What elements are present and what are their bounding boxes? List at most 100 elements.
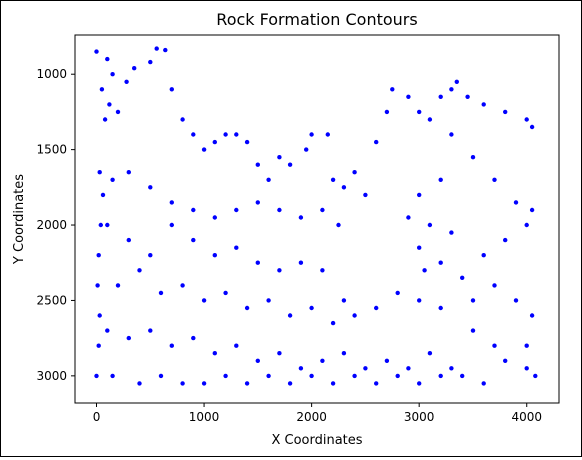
data-point xyxy=(266,373,271,379)
data-point xyxy=(427,351,433,356)
data-point xyxy=(417,381,422,386)
data-point xyxy=(223,290,228,296)
data-point xyxy=(148,185,153,190)
data-point xyxy=(137,381,142,386)
data-point xyxy=(417,192,422,198)
data-point xyxy=(244,139,250,145)
data-point xyxy=(395,290,400,296)
data-point xyxy=(330,177,336,182)
data-point xyxy=(438,373,443,379)
data-point xyxy=(212,215,217,220)
x-tick-label: 2000 xyxy=(296,410,327,424)
data-point xyxy=(330,381,336,386)
data-point xyxy=(277,268,282,273)
data-point xyxy=(100,192,106,198)
data-point xyxy=(191,335,196,341)
data-point xyxy=(180,117,185,122)
data-point xyxy=(97,313,102,318)
data-point xyxy=(105,56,110,62)
data-point xyxy=(212,351,217,356)
y-tick-label: 3000 xyxy=(36,369,67,383)
data-point xyxy=(287,313,293,318)
data-point xyxy=(180,381,185,386)
data-point xyxy=(99,87,105,92)
data-point xyxy=(470,298,476,303)
data-point xyxy=(524,222,529,228)
data-point xyxy=(454,79,459,85)
data-point xyxy=(330,320,336,326)
y-tick-label: 1000 xyxy=(36,67,67,81)
data-point xyxy=(201,147,207,152)
data-point xyxy=(126,170,131,175)
data-point xyxy=(492,177,497,182)
data-point xyxy=(320,207,325,213)
data-point xyxy=(374,381,379,386)
data-point xyxy=(96,253,101,258)
x-tick-label: 1000 xyxy=(189,410,220,424)
data-point xyxy=(98,222,104,228)
data-point xyxy=(212,253,217,258)
data-point xyxy=(191,132,196,137)
data-point xyxy=(417,298,422,303)
data-point xyxy=(234,207,239,213)
data-point xyxy=(417,109,422,115)
data-point xyxy=(223,132,228,137)
y-tick-label: 1500 xyxy=(36,143,67,157)
data-point xyxy=(529,207,535,213)
data-point xyxy=(287,381,293,386)
data-point xyxy=(352,313,357,318)
data-point xyxy=(148,328,153,333)
data-point xyxy=(336,222,341,228)
data-point xyxy=(438,305,443,311)
data-point xyxy=(158,373,164,379)
data-point xyxy=(298,366,304,371)
data-points xyxy=(94,46,538,386)
data-point xyxy=(470,328,476,333)
data-point xyxy=(470,155,476,160)
data-point xyxy=(449,366,454,371)
data-point xyxy=(94,49,99,54)
data-point xyxy=(513,298,519,303)
y-axis-label: Y Coordinates xyxy=(12,174,27,265)
x-tick-label: 4000 xyxy=(511,410,542,424)
data-point xyxy=(503,358,508,363)
y-tick-label: 2500 xyxy=(36,293,67,307)
data-point xyxy=(234,132,239,137)
data-point xyxy=(102,117,108,122)
data-point xyxy=(244,305,250,311)
data-point xyxy=(449,132,454,137)
data-point xyxy=(438,94,443,100)
data-point xyxy=(180,283,185,288)
data-point xyxy=(266,298,271,303)
data-point xyxy=(223,373,228,379)
data-point xyxy=(341,298,347,303)
data-point xyxy=(96,343,101,348)
x-tick-label: 3000 xyxy=(404,410,435,424)
data-point xyxy=(124,79,129,85)
y-tick-label: 2000 xyxy=(36,218,67,232)
data-point xyxy=(201,298,207,303)
data-point xyxy=(341,185,347,190)
data-point xyxy=(529,124,535,130)
data-point xyxy=(341,351,347,356)
data-point xyxy=(481,253,486,258)
data-point xyxy=(191,207,196,213)
data-point xyxy=(427,222,433,228)
y-axis: 1000 1500 2000 2500 3000 xyxy=(36,67,75,383)
data-point xyxy=(390,87,395,92)
data-point xyxy=(163,47,168,53)
data-point xyxy=(110,72,115,77)
data-point xyxy=(169,343,174,348)
data-point xyxy=(115,109,121,115)
data-point xyxy=(524,117,529,122)
data-point xyxy=(503,109,508,115)
data-point xyxy=(422,268,427,273)
data-point xyxy=(492,283,497,288)
data-point xyxy=(438,177,443,182)
data-point xyxy=(255,358,260,363)
data-point xyxy=(255,260,260,265)
data-point xyxy=(277,351,282,356)
data-point xyxy=(417,245,422,250)
x-axis-label: X Coordinates xyxy=(271,433,362,448)
